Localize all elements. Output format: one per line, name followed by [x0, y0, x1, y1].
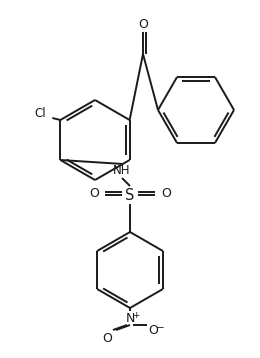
Text: O: O: [148, 324, 158, 338]
Text: −: −: [156, 323, 164, 333]
Text: +: +: [132, 310, 139, 319]
Text: O: O: [102, 332, 112, 344]
Text: NH: NH: [113, 164, 131, 176]
Text: N: N: [125, 313, 135, 325]
Text: S: S: [125, 188, 135, 203]
Text: Cl: Cl: [35, 106, 46, 120]
Text: O: O: [161, 187, 171, 200]
Text: O: O: [89, 187, 99, 200]
Text: O: O: [138, 18, 148, 30]
